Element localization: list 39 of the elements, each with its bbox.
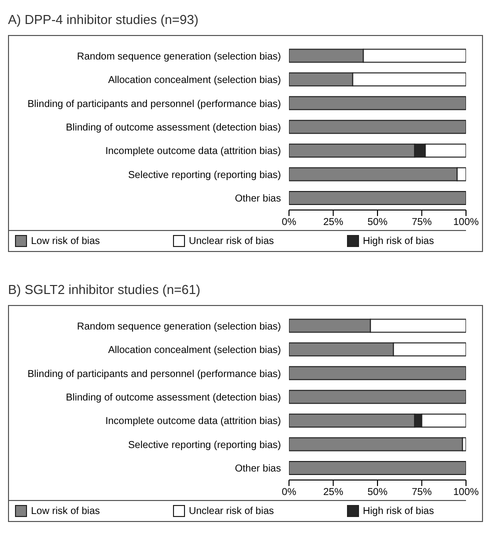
legend-label: Unclear risk of bias [188,505,274,517]
x-tick-label: 100% [453,487,479,498]
text: A) DPP-4 inhibitor studies (n=93) [8,12,200,27]
bar [289,461,466,476]
legend-label: High risk of bias [362,235,434,247]
bar [289,120,466,134]
y-tick-label: Blinding of outcome assessment (detection bias) [66,122,281,134]
x-tick-label: 100% [453,217,479,228]
x-tick-label: 0% [282,487,296,498]
y-tick-label: Selective reporting (reporting bias) [128,440,281,451]
y-tick-label: Incomplete outcome data (attrition bias) [105,146,281,158]
y-tick-label: Allocation concealment (selection bias) [108,345,281,356]
x-tick-label: 50% [367,487,388,498]
y-tick-label: Incomplete outcome data (attrition bias) [105,416,281,428]
bar [289,191,466,206]
y-tick-label: Random sequence generation (selection bias) [76,321,281,332]
y-tick-label: Random sequence generation (selection bias) [76,51,281,62]
bar [289,366,466,380]
y-tick-label: Other bias [234,194,281,205]
text: B) SGLT2 inhibitor studies (n=61) [8,282,202,297]
y-tick-label: Blinding of participants and personnel (performance bias) [28,368,281,380]
bar [289,390,466,404]
y-tick-label: Selective reporting (reporting bias) [128,170,281,181]
legend-label: Low risk of bias [30,505,100,517]
x-tick-label: 25% [323,487,344,498]
y-tick-label: Other bias [234,464,281,475]
x-tick-label: 75% [412,217,432,228]
y-tick-label: Allocation concealment (selection bias) [108,75,281,86]
y-tick-label: Blinding of outcome assessment (detection bias) [66,392,281,404]
x-tick-label: 25% [323,217,344,228]
x-tick-label: 75% [412,487,432,498]
legend-label: Low risk of bias [30,235,100,247]
legend-label: High risk of bias [362,505,434,517]
legend-label: Unclear risk of bias [188,235,274,247]
x-tick-label: 0% [282,217,296,228]
bar [289,96,466,110]
x-tick-label: 50% [367,217,388,228]
y-tick-label: Blinding of participants and personnel (performance bias) [28,98,281,110]
bar [289,437,463,452]
